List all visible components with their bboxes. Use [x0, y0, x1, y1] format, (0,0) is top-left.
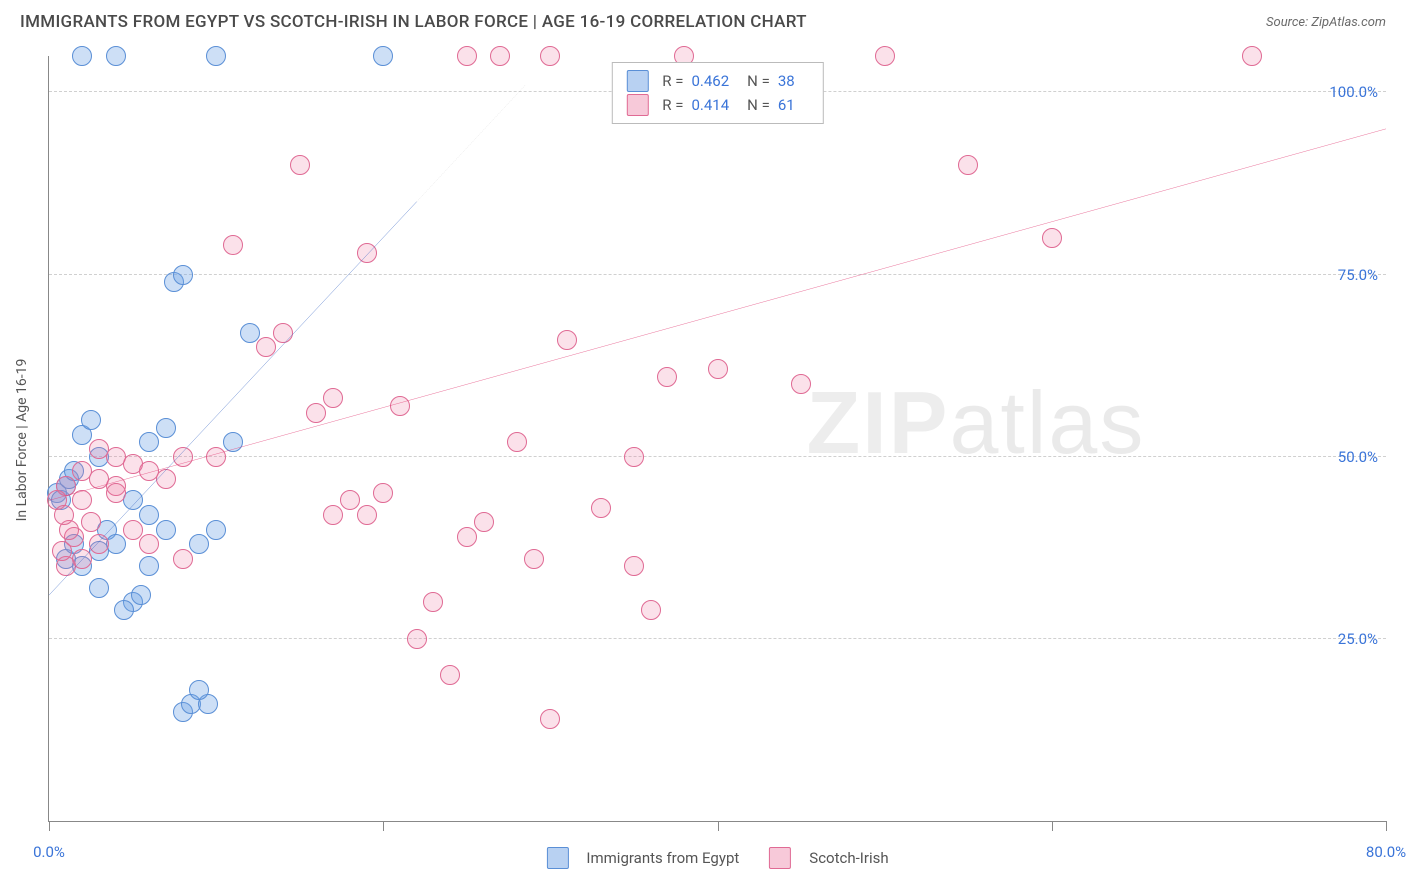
legend-label-egypt: Immigrants from Egypt: [586, 849, 739, 867]
n-value-blue: 38: [778, 69, 795, 93]
swatch-blue-icon: [626, 70, 648, 92]
x-tick: [383, 821, 384, 831]
x-tick: [718, 821, 719, 831]
correlation-legend: R = 0.462 N = 38 R = 0.414 N = 61: [611, 62, 823, 124]
legend-row-pink: R = 0.414 N = 61: [626, 93, 808, 117]
swatch-blue-icon: [546, 847, 568, 869]
legend-label-scotch-irish: Scotch-Irish: [809, 849, 888, 867]
series-legend: Immigrants from Egypt Scotch-Irish: [546, 847, 888, 869]
source-label: Source: ZipAtlas.com: [1266, 15, 1386, 30]
x-tick: [1052, 821, 1053, 831]
swatch-pink-icon: [769, 847, 791, 869]
r-value-blue: 0.462: [691, 69, 729, 93]
chart-plot-area: 25.0%50.0%75.0%100.0%0.0%80.0% R = 0.462…: [48, 56, 1386, 822]
n-label: N =: [747, 69, 770, 93]
n-label: N =: [747, 93, 770, 117]
trend-line: [49, 202, 417, 595]
r-label: R =: [662, 93, 683, 117]
x-tick: [1386, 821, 1387, 831]
x-tick: [49, 821, 50, 831]
legend-item-scotch-irish: Scotch-Irish: [769, 847, 888, 869]
trend-line: [49, 129, 1386, 501]
y-axis-label: In Labor Force | Age 16-19: [14, 359, 30, 522]
legend-row-blue: R = 0.462 N = 38: [626, 69, 808, 93]
r-value-pink: 0.414: [691, 93, 729, 117]
swatch-pink-icon: [626, 94, 648, 116]
chart-title: IMMIGRANTS FROM EGYPT VS SCOTCH-IRISH IN…: [20, 12, 807, 32]
x-tick-label: 0.0%: [33, 843, 65, 861]
r-label: R =: [662, 69, 683, 93]
n-value-pink: 61: [778, 93, 795, 117]
trend-line-extension: [417, 85, 526, 202]
x-tick-label: 80.0%: [1366, 843, 1406, 861]
legend-item-egypt: Immigrants from Egypt: [546, 847, 739, 869]
